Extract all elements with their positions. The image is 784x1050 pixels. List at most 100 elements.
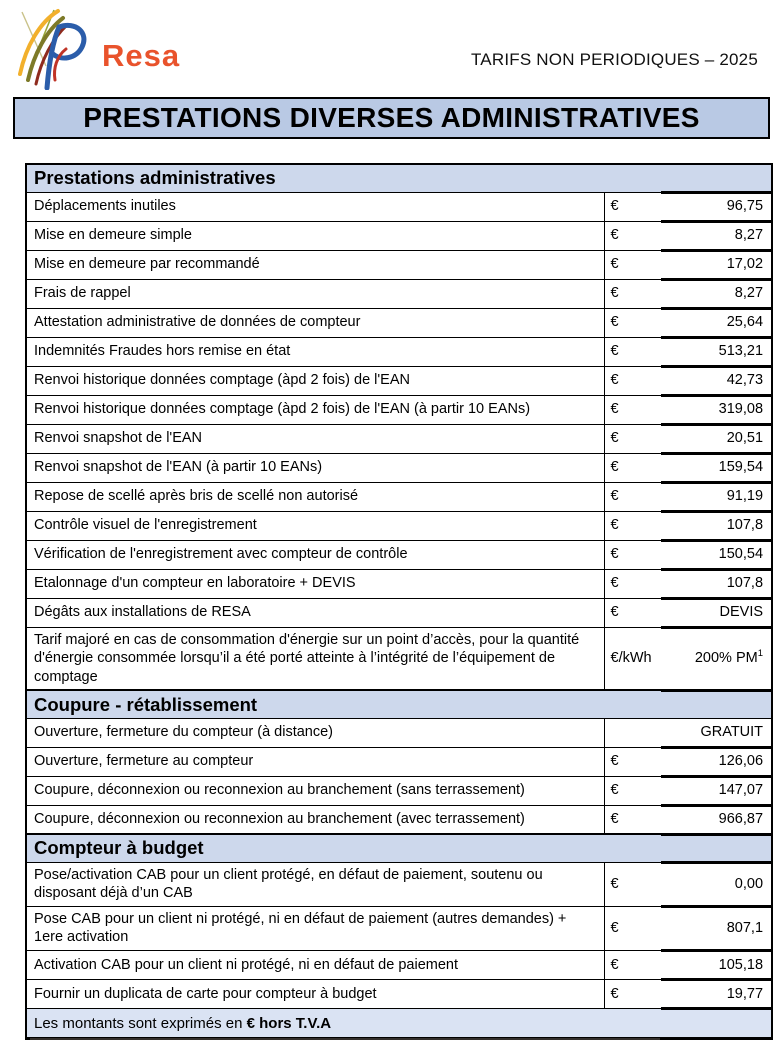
- row-label: Renvoi snapshot de l'EAN (à partir 10 EA…: [25, 452, 605, 483]
- section-title: Compteur à budget: [25, 833, 773, 863]
- row-unit: €: [603, 746, 661, 777]
- table-row: Frais de rappel € 8,27: [25, 277, 773, 310]
- row-unit: €: [603, 336, 661, 367]
- section-header-row: Coupure - rétablissement: [25, 689, 773, 719]
- row-label: Attestation administrative de données de…: [25, 307, 605, 338]
- row-label: Coupure, déconnexion ou reconnexion au b…: [25, 775, 605, 806]
- row-label: Indemnités Fraudes hors remise en état: [25, 336, 605, 367]
- table-row: Mise en demeure simple € 8,27: [25, 219, 773, 252]
- row-value: 319,08: [661, 393, 773, 426]
- row-unit: €: [603, 423, 661, 454]
- row-value: 25,64: [661, 306, 773, 339]
- resa-logo-wordmark: Resa: [102, 38, 181, 73]
- row-unit: €: [603, 568, 661, 599]
- table-row: Coupure, déconnexion ou reconnexion au b…: [25, 774, 773, 807]
- row-unit: €: [603, 597, 661, 628]
- row-unit: €: [603, 249, 661, 280]
- footer-note: Les montants sont exprimés en € hors T.V…: [25, 1007, 773, 1040]
- section-title: Coupure - rétablissement: [25, 689, 773, 719]
- table-row: Attestation administrative de données de…: [25, 306, 773, 339]
- row-value: 147,07: [661, 774, 773, 807]
- row-value: 0,00: [661, 860, 773, 908]
- row-label: Tarif majoré en cas de consommation d'én…: [25, 626, 605, 691]
- row-value: 126,06: [661, 745, 773, 778]
- row-unit: €: [603, 539, 661, 570]
- row-label: Vérification de l'enregistrement avec co…: [25, 539, 605, 570]
- tariff-table: Prestations administratives Déplacements…: [25, 163, 774, 1040]
- row-unit: €: [603, 481, 661, 512]
- page-title: PRESTATIONS DIVERSES ADMINISTRATIVES: [83, 102, 700, 133]
- row-value: 107,8: [661, 509, 773, 542]
- table-row: Pose/activation CAB pour un client proté…: [25, 860, 773, 908]
- row-value: 8,27: [661, 219, 773, 252]
- row-label: Repose de scellé après bris de scellé no…: [25, 481, 605, 512]
- row-unit: €: [603, 365, 661, 396]
- table-row: Dégâts aux installations de RESA € DEVIS: [25, 596, 773, 629]
- table-row: Contrôle visuel de l'enregistrement € 10…: [25, 509, 773, 542]
- row-value: 807,1: [661, 904, 773, 952]
- row-label: Renvoi historique données comptage (àpd …: [25, 365, 605, 396]
- table-row: Coupure, déconnexion ou reconnexion au b…: [25, 803, 773, 836]
- row-value: 17,02: [661, 248, 773, 281]
- row-value: 20,51: [661, 422, 773, 455]
- row-unit: €: [603, 775, 661, 806]
- table-row: Activation CAB pour un client ni protégé…: [25, 948, 773, 981]
- row-value: 966,87: [661, 803, 773, 836]
- resa-logo: Resa: [8, 8, 180, 90]
- row-label: Coupure, déconnexion ou reconnexion au b…: [25, 804, 605, 835]
- table-row: Renvoi historique données comptage (àpd …: [25, 393, 773, 426]
- row-unit: €: [603, 394, 661, 425]
- row-value: 42,73: [661, 364, 773, 397]
- row-label: Dégâts aux installations de RESA: [25, 597, 605, 628]
- row-label: Renvoi snapshot de l'EAN: [25, 423, 605, 454]
- row-unit: €: [603, 191, 661, 222]
- table-row: Déplacements inutiles € 96,75: [25, 190, 773, 223]
- row-label: Etalonnage d'un compteur en laboratoire …: [25, 568, 605, 599]
- row-value: DEVIS: [661, 596, 773, 629]
- table-row: Etalonnage d'un compteur en laboratoire …: [25, 567, 773, 600]
- row-label: Frais de rappel: [25, 278, 605, 309]
- page-bottom-rule: [30, 1038, 660, 1040]
- row-label: Ouverture, fermeture au compteur: [25, 746, 605, 777]
- row-value: 513,21: [661, 335, 773, 368]
- row-label: Activation CAB pour un client ni protégé…: [25, 949, 605, 980]
- row-unit: €: [603, 307, 661, 338]
- row-label: Fournir un duplicata de carte pour compt…: [25, 978, 605, 1009]
- footer-note-bold: € hors T.V.A: [246, 1014, 332, 1032]
- row-label: Pose/activation CAB pour un client proté…: [25, 861, 605, 907]
- row-unit: €: [603, 978, 661, 1009]
- row-value: 8,27: [661, 277, 773, 310]
- table-row: Repose de scellé après bris de scellé no…: [25, 480, 773, 513]
- row-unit: €: [603, 804, 661, 835]
- row-unit: €: [603, 949, 661, 980]
- row-unit: €: [603, 220, 661, 251]
- table-row: Vérification de l'enregistrement avec co…: [25, 538, 773, 571]
- row-unit: €: [603, 861, 661, 907]
- row-label: Déplacements inutiles: [25, 191, 605, 222]
- row-label: Contrôle visuel de l'enregistrement: [25, 510, 605, 541]
- row-unit: €: [603, 510, 661, 541]
- row-label: Mise en demeure simple: [25, 220, 605, 251]
- row-value: 107,8: [661, 567, 773, 600]
- table-row: Pose CAB pour un client ni protégé, ni e…: [25, 904, 773, 952]
- row-unit: €: [603, 905, 661, 951]
- row-label: Ouverture, fermeture du compteur (à dist…: [25, 717, 605, 748]
- row-label: Pose CAB pour un client ni protégé, ni e…: [25, 905, 605, 951]
- row-label: Renvoi historique données comptage (àpd …: [25, 394, 605, 425]
- table-row: Renvoi snapshot de l'EAN € 20,51: [25, 422, 773, 455]
- row-unit: €: [603, 452, 661, 483]
- row-value: 96,75: [661, 190, 773, 223]
- table-row: Indemnités Fraudes hors remise en état €…: [25, 335, 773, 368]
- table-row: Ouverture, fermeture du compteur (à dist…: [25, 717, 773, 748]
- resa-logo-icon: [18, 9, 87, 90]
- row-value: 159,54: [661, 451, 773, 484]
- row-value: 105,18: [661, 948, 773, 981]
- table-row: Ouverture, fermeture au compteur € 126,0…: [25, 745, 773, 778]
- table-row: Mise en demeure par recommandé € 17,02: [25, 248, 773, 281]
- table-row: Tarif majoré en cas de consommation d'én…: [25, 625, 773, 692]
- row-value: 91,19: [661, 480, 773, 513]
- row-value: 19,77: [661, 977, 773, 1010]
- row-unit: €: [603, 278, 661, 309]
- row-value: 150,54: [661, 538, 773, 571]
